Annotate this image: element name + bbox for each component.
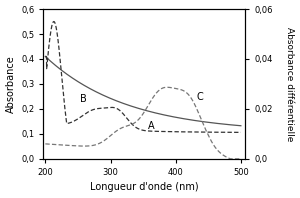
Text: B: B (80, 94, 87, 104)
Text: C: C (196, 92, 203, 102)
X-axis label: Longueur d'onde (nm): Longueur d'onde (nm) (90, 182, 199, 192)
Y-axis label: Absorbance différentielle: Absorbance différentielle (285, 27, 294, 141)
Y-axis label: Absorbance: Absorbance (6, 55, 16, 113)
Text: A: A (148, 121, 155, 131)
